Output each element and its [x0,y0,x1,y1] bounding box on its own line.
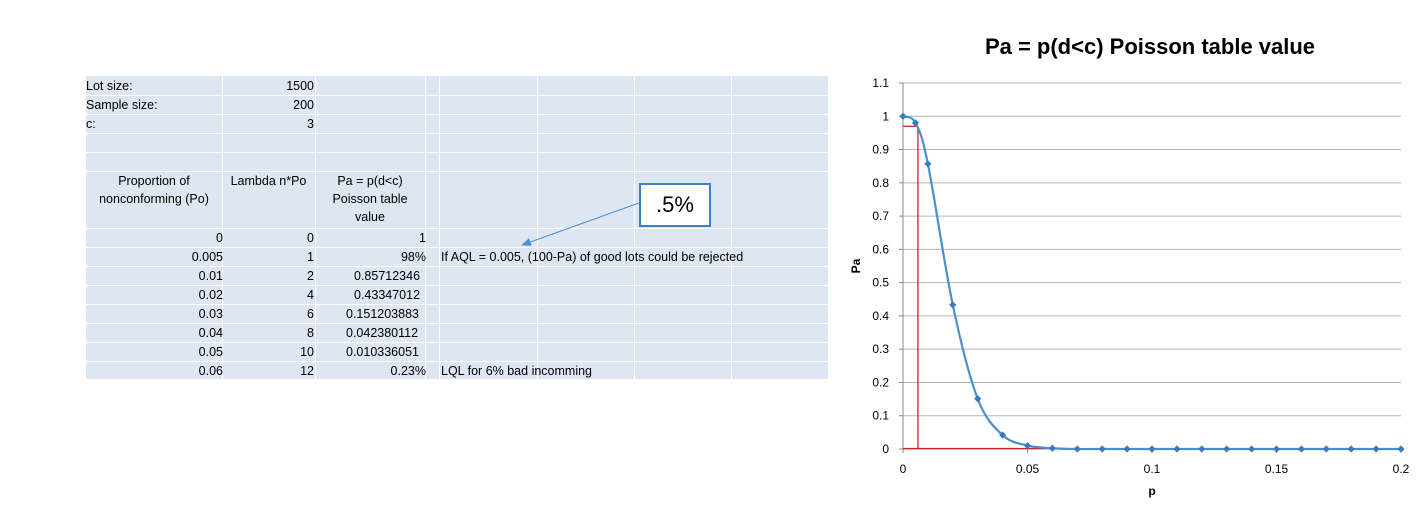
y-tick-label: 0.6 [872,242,889,256]
lambda-cell: 12 [300,364,314,378]
data-point [1148,445,1156,453]
y-tick-label: 0.5 [872,276,889,290]
lambda-cell: 10 [300,345,314,359]
data-point [1397,445,1405,453]
pa-cell: 98% [400,250,426,264]
x-tick-label: 0.2 [1393,462,1410,476]
lambda-cell: 8 [307,326,314,340]
c-value: 3 [307,117,314,131]
y-tick-label: 0.8 [872,176,889,190]
data-point [1347,445,1355,453]
data-point [999,431,1007,439]
x-tick-label: 0.15 [1265,462,1289,476]
header-proportion: Proportion of nonconforming (Po) [99,174,209,206]
data-point [1023,441,1032,450]
data-point [1272,445,1281,453]
lambda-cell: 1 [307,250,314,264]
y-tick-label: 0.9 [872,143,889,157]
y-tick-label: 0 [882,442,889,456]
pa-cell: 0.042380112 [346,326,419,340]
data-point [1073,445,1081,453]
po-cell: 0.03 [198,307,223,321]
header-lambda: Lambda n*Po [230,174,307,188]
lot-size-label: Lot size: [86,79,133,93]
c-label: c: [86,117,96,131]
data-point [1297,445,1305,453]
x-axis-label: p [1148,484,1155,498]
y-tick-label: 0.1 [872,409,889,423]
data-point [924,160,932,168]
lambda-cell: 0 [307,231,314,245]
lambda-cell: 4 [307,288,314,302]
data-point [1173,445,1181,453]
po-cell: 0 [216,231,223,245]
pa-cell: 0.43347012 [354,288,421,302]
y-tick-label: 0.7 [872,209,889,223]
po-cell: 0.02 [198,288,223,302]
y-tick-label: 0.4 [872,309,889,323]
x-tick-label: 0.1 [1144,462,1161,476]
data-point [911,119,920,127]
lambda-cell: 6 [307,307,314,321]
chart-title: Pa = p(d<c) Poisson table value [984,34,1316,59]
y-tick-label: 0.2 [872,375,889,389]
pa-cell: 0.151203883 [346,307,419,321]
data-point [899,112,907,120]
y-tick-label: 1.1 [872,76,889,90]
sample-size-label: Sample size: [86,98,158,112]
spreadsheet-grid [86,76,828,379]
pa-cell: 0.010336051 [346,345,419,359]
po-cell: 0.04 [198,326,223,340]
data-point [949,301,957,309]
po-cell: 0.005 [191,250,223,264]
data-point [1372,445,1380,453]
aql-note: If AQL = 0.005, (100-Pa) of good lots co… [441,250,744,264]
lot-size-value: 1500 [286,79,314,93]
pa-cell: 0.85712346 [354,269,421,283]
data-point [1048,444,1056,452]
chart-plot: 0 0.1 0.2 0.3 0.4 0.5 0.6 0.7 0.8 0.9 1 1.1 0 0.05 0.1… [849,76,1410,498]
y-tick-label: 0.3 [872,342,889,356]
data-point [1223,445,1231,453]
sample-size-value: 200 [293,98,314,112]
pa-cell: 0.23% [390,364,426,378]
callout-text: .5% [656,192,694,217]
po-cell: 0.01 [198,269,223,283]
y-axis-label: Pa [849,258,863,273]
data-point [1123,445,1131,453]
data-point [1098,445,1106,453]
data-point [1322,445,1330,453]
x-tick-label: 0 [900,462,907,476]
data-point [1248,445,1256,453]
header-pa: Pa = p(d<c) Poisson table value [332,174,408,224]
pa-cell: 1 [419,231,426,245]
data-point [974,395,982,403]
lambda-cell: 2 [307,269,314,283]
po-cell: 0.05 [198,345,223,359]
po-cell: 0.06 [198,364,223,378]
lql-note: LQL for 6% bad incomming [441,364,593,378]
data-point [1198,445,1206,453]
x-tick-label: 0.05 [1016,462,1040,476]
y-tick-label: 1 [882,109,889,123]
callout-box: .5% [639,183,711,227]
